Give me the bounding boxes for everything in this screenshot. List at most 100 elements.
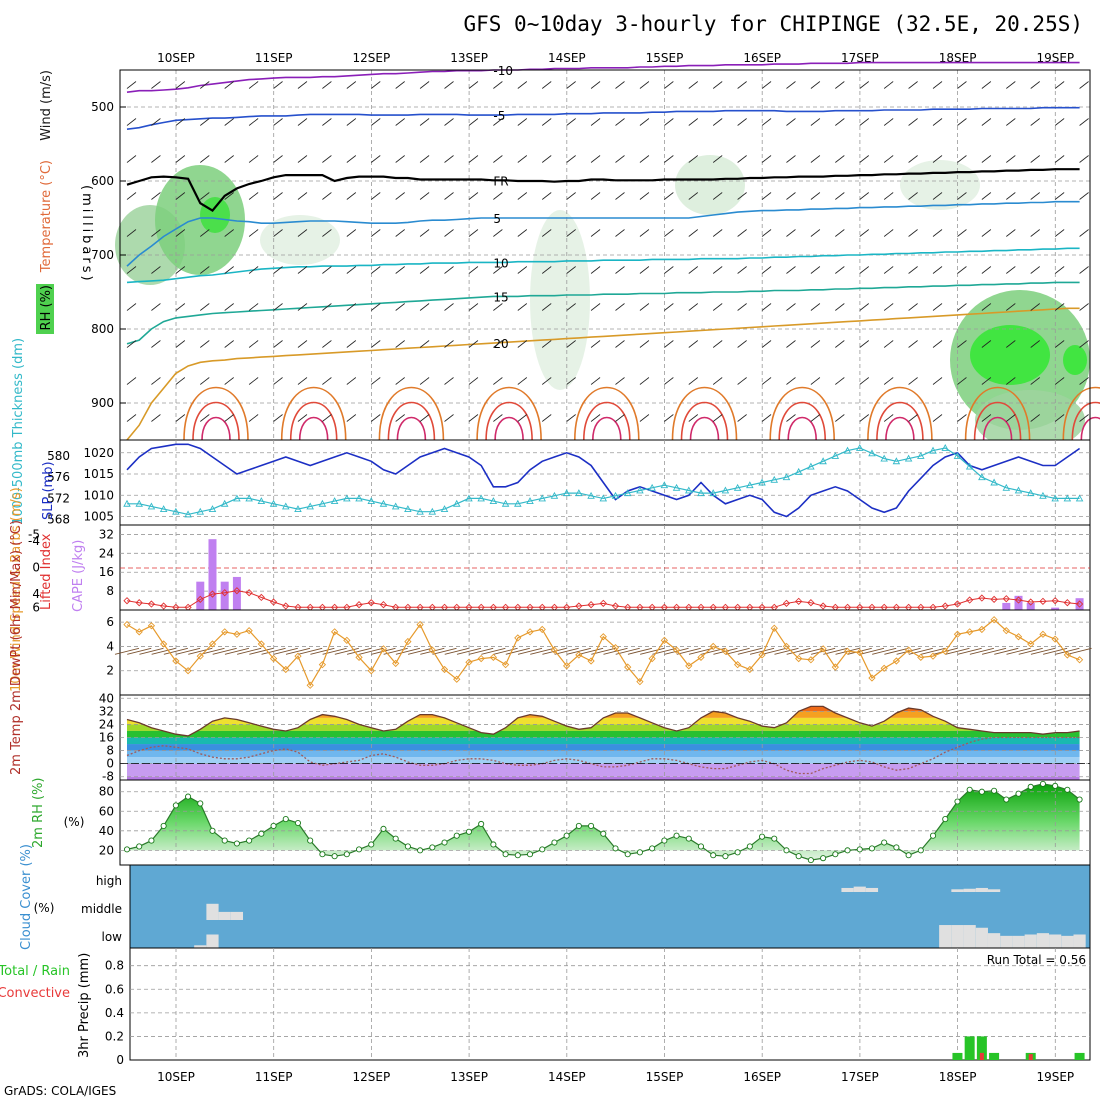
wind-barb <box>419 303 430 311</box>
wind-speed-point <box>477 654 485 663</box>
y-tick: -8 <box>102 770 114 784</box>
wind10m-barb <box>884 647 909 655</box>
wind-barb <box>883 155 894 163</box>
wind-barb <box>786 377 796 385</box>
wind-barb <box>1030 118 1040 126</box>
temp2m-label: 2m Temp 2m DewPt (6hr Min/Max) (°C) <box>9 520 24 775</box>
wind10m-barb <box>456 647 482 655</box>
wind-barb <box>1079 377 1089 385</box>
wind-barb <box>248 229 259 237</box>
wind10m-barb <box>725 647 750 655</box>
wind-barb <box>175 155 186 163</box>
wind-barb <box>761 340 772 348</box>
date-label-top: 14SEP <box>548 51 586 65</box>
wind-barb <box>981 303 992 311</box>
thickness-point <box>501 499 510 507</box>
wind-barb <box>883 414 894 422</box>
rh2m-point <box>807 857 814 864</box>
wind-barb <box>981 229 992 237</box>
precip-convective-label: Convective <box>0 986 70 1001</box>
wind-barb <box>346 303 357 311</box>
y-tick: 2 <box>106 664 114 678</box>
wind-barb <box>810 81 821 89</box>
rh2m-point <box>966 786 973 793</box>
temp-band <box>127 744 1080 751</box>
rh2m-point <box>233 840 240 847</box>
wind-barb <box>737 118 747 126</box>
precip-label: 3hr Precip (mm) <box>77 953 92 1058</box>
wind-speed-point <box>843 647 852 655</box>
wind-barb <box>615 266 625 274</box>
cloud-low-bar <box>939 925 952 948</box>
wind-barb <box>908 303 918 311</box>
wind-barb <box>590 192 601 200</box>
wind-barb <box>493 414 503 422</box>
wind-barb <box>932 340 943 348</box>
cape-label: CAPE (J/kg) <box>71 540 86 612</box>
thickness-point <box>1075 494 1084 502</box>
wind-barb <box>273 155 283 163</box>
isotherm-10 <box>126 247 1080 284</box>
y-tick: 4 <box>106 639 114 653</box>
warm-contour <box>183 386 249 441</box>
warm-contour <box>680 401 729 441</box>
wind-barb <box>419 266 430 274</box>
rh-label: RH (%) <box>39 285 54 330</box>
wind-speed-point <box>795 654 803 663</box>
temp-band <box>127 776 1080 780</box>
wind-barb <box>517 266 528 274</box>
lifted-point <box>355 601 363 609</box>
thickness-point <box>733 483 742 491</box>
wind-speed-point <box>1027 640 1035 648</box>
wind-barb <box>297 155 308 163</box>
wind-barb <box>541 81 552 89</box>
rh2m-point <box>429 844 436 851</box>
wind-barb <box>859 192 869 200</box>
wind-barb <box>126 81 137 89</box>
warm-contour <box>964 386 1031 441</box>
rh2m-point <box>123 846 131 853</box>
wind10m-barb <box>359 647 384 655</box>
lifted-point <box>221 589 229 597</box>
wind-barb <box>175 192 186 200</box>
wind-barb <box>981 118 992 126</box>
thickness-point <box>868 449 876 457</box>
wind-barb <box>346 155 357 163</box>
thickness-point <box>367 497 376 505</box>
y-tick: 60 <box>99 804 114 818</box>
thickness-point <box>452 499 461 507</box>
wind-barb <box>981 155 992 163</box>
wind-barb <box>835 155 845 163</box>
cloud-low-bar <box>1036 933 1050 948</box>
wind-barb <box>468 229 479 237</box>
rh2m-point <box>734 849 741 856</box>
thickness-point <box>990 478 998 486</box>
wind-barb <box>981 81 992 89</box>
lifted-tick: -4 <box>28 534 40 548</box>
wind-barb <box>932 266 943 274</box>
wind-barb <box>908 229 918 237</box>
warm-contour <box>1080 416 1100 441</box>
cloud-middle-bar <box>230 911 244 920</box>
rh2m-point <box>746 843 753 850</box>
wind-barb <box>810 266 821 274</box>
chart-title: GFS 0~10day 3-hourly for CHIPINGE (32.5E… <box>463 12 1083 36</box>
wind-barb <box>615 377 625 385</box>
lifted-point <box>123 597 131 605</box>
rh2m-point <box>856 846 863 853</box>
wind-speed-line <box>126 618 1080 687</box>
wind-barb <box>297 414 308 422</box>
wind-barb <box>737 340 747 348</box>
wind-barb <box>322 192 332 200</box>
lifted-point <box>599 599 607 607</box>
rh2m-point <box>392 835 399 842</box>
wind-barb <box>200 192 210 200</box>
wind-barb <box>200 377 210 385</box>
cloud-low-bar <box>194 945 207 948</box>
temp-band <box>127 763 1080 777</box>
thickness-point <box>782 473 791 481</box>
wind10m-barb <box>981 647 1007 655</box>
wind-barb <box>493 340 503 348</box>
wind-barb <box>859 266 869 274</box>
cloud-low-bar <box>1061 935 1074 948</box>
